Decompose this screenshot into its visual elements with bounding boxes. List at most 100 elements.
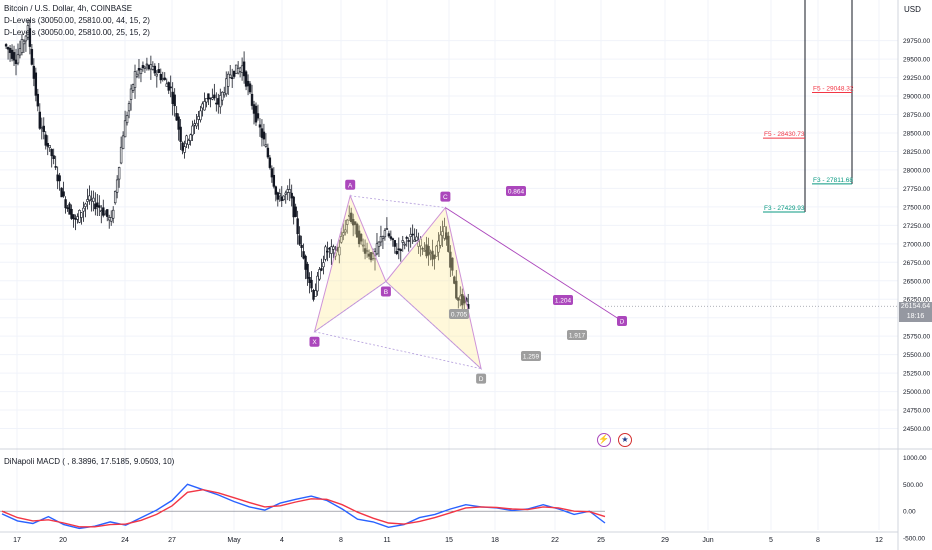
candle-body xyxy=(46,143,49,147)
y-tick-label: 25000.00 xyxy=(903,389,930,396)
candle-body xyxy=(274,186,278,195)
candle-body xyxy=(409,234,412,237)
ratio-line-ac xyxy=(350,195,446,209)
candle-body xyxy=(246,80,250,87)
candle-body xyxy=(173,94,176,107)
countdown-value: 18:16 xyxy=(906,313,925,320)
x-tick-label: 20 xyxy=(59,537,67,544)
candle-body xyxy=(42,125,45,133)
candle-body xyxy=(96,202,99,208)
macd-y-tick-label: 0.00 xyxy=(903,509,916,516)
candle-body xyxy=(286,189,289,193)
macd-legend[interactable]: DiNapoli MACD ( , 8.3896, 17.5185, 9.050… xyxy=(4,457,175,466)
candle-body xyxy=(219,95,222,108)
candle-body xyxy=(403,243,406,246)
candle-body xyxy=(278,193,281,197)
candle-body xyxy=(397,248,400,251)
candle-body xyxy=(326,250,329,253)
candle-body xyxy=(139,69,143,75)
candle-body xyxy=(18,48,22,56)
candle-body xyxy=(183,146,186,153)
candle-body xyxy=(36,93,40,107)
candle-body xyxy=(296,218,299,235)
candle-body xyxy=(143,66,147,69)
candle-body xyxy=(421,247,424,250)
candle-body xyxy=(213,94,216,99)
candle-body xyxy=(318,269,321,280)
d-level-label: F3 - 27811.68 xyxy=(813,177,853,184)
y-tick-label: 29250.00 xyxy=(903,75,930,82)
candle-body xyxy=(137,68,141,71)
pattern-point-a-badge xyxy=(345,179,356,190)
candle-body xyxy=(211,97,214,100)
us-flag-icon[interactable]: ★ xyxy=(618,433,632,447)
pattern-point-x-badge xyxy=(309,336,320,347)
ratio-badge xyxy=(506,186,526,196)
candle-body xyxy=(117,167,121,180)
candle-body xyxy=(74,218,77,220)
candle-body xyxy=(393,240,397,247)
macd-y-tick-label: -500.00 xyxy=(903,536,925,543)
candle-body xyxy=(40,127,43,130)
candle-body xyxy=(68,203,71,215)
candle-body xyxy=(64,199,67,209)
x-tick-label: 27 xyxy=(168,537,176,544)
candle-body xyxy=(115,179,119,193)
macd-line xyxy=(1,483,606,530)
candle-body xyxy=(54,166,57,168)
candle-body xyxy=(268,157,272,168)
candle-body xyxy=(433,254,436,259)
pattern-point-c-badge xyxy=(440,191,451,202)
candle-body xyxy=(217,98,220,105)
candle-body xyxy=(203,101,206,111)
candle-body xyxy=(310,279,313,289)
candle-body xyxy=(16,54,20,64)
candle-body xyxy=(104,213,107,216)
candle-body xyxy=(427,245,430,256)
candle-body xyxy=(276,192,280,200)
y-tick-label: 26750.00 xyxy=(903,260,930,267)
ratio-badge xyxy=(521,351,541,361)
candle-body xyxy=(349,212,353,223)
candle-body xyxy=(381,236,385,239)
lightning-icon[interactable]: ⚡ xyxy=(597,433,611,447)
candle-body xyxy=(266,147,270,158)
candle-body xyxy=(405,237,408,239)
pattern-point-b-badge xyxy=(380,286,391,297)
y-tick-label: 28000.00 xyxy=(903,167,930,174)
candle-body xyxy=(385,228,389,230)
x-tick-label: 8 xyxy=(339,537,343,544)
candle-body xyxy=(401,240,404,243)
d-levels-legend-1[interactable]: D-Levels (30050.00, 25810.00, 44, 15, 2) xyxy=(4,16,150,25)
y-tick-label: 25250.00 xyxy=(903,371,930,378)
candle-body xyxy=(330,246,333,254)
candle-body xyxy=(294,206,297,217)
ratio-label: 0.705 xyxy=(451,312,468,319)
candle-body xyxy=(238,67,242,72)
symbol-title[interactable]: Bitcoin / U.S. Dollar, 4h, COINBASE xyxy=(4,4,133,13)
ratio-line-bd xyxy=(385,281,482,369)
candle-body xyxy=(28,28,32,47)
candle-body xyxy=(52,155,55,159)
signal-line xyxy=(1,488,606,528)
ratio-badge xyxy=(553,295,573,305)
y-tick-label: 26500.00 xyxy=(903,278,930,285)
candle-body xyxy=(342,232,345,236)
candle-body xyxy=(131,84,135,91)
pattern-point-x: X xyxy=(312,339,317,346)
candle-body xyxy=(127,103,131,112)
candle-body xyxy=(439,234,442,246)
candle-body xyxy=(242,61,246,77)
candle-body xyxy=(78,210,81,223)
last-price-badge: 26154.64 18:16 xyxy=(899,302,932,322)
candle-body xyxy=(70,208,73,219)
x-tick-label: 18 xyxy=(491,537,499,544)
ratio-label: 0.864 xyxy=(508,189,525,196)
candle-body xyxy=(232,70,236,77)
candle-body xyxy=(201,103,204,109)
d-levels-legend-2[interactable]: D-Levels (30050.00, 25810.00, 25, 15, 2) xyxy=(4,28,150,37)
candle-body xyxy=(411,233,414,236)
candle-body xyxy=(304,255,307,270)
x-tick-label: 5 xyxy=(769,537,773,544)
